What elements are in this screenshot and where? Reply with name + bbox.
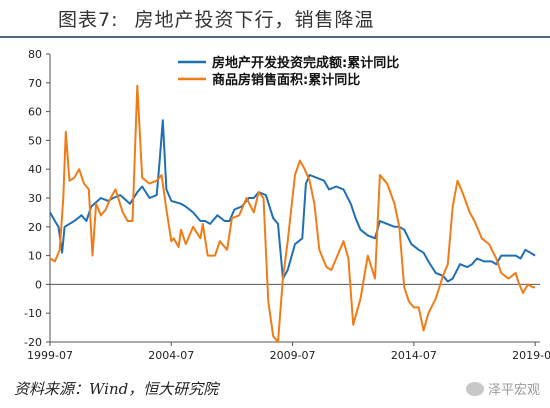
- y-tick-label: -10: [24, 307, 42, 320]
- y-tick-label: 70: [28, 77, 42, 90]
- y-tick-label: 0: [35, 278, 42, 291]
- y-tick-label: 30: [28, 192, 42, 205]
- figure-title-text: 房地产投资下行，销售降温: [134, 8, 375, 31]
- y-tick-label: 60: [28, 106, 42, 119]
- wechat-icon: [465, 381, 484, 396]
- watermark: 泽平宏观: [465, 379, 540, 398]
- chart-series: [49, 84, 536, 343]
- y-tick-label: 40: [28, 163, 42, 176]
- x-tick-label: 2009-07: [270, 349, 316, 362]
- y-tick-label: 10: [28, 250, 42, 263]
- y-tick-label: 50: [28, 134, 42, 147]
- legend-label: 房地产开发投资完成额:累计同比: [212, 55, 399, 71]
- y-tick-label: -20: [24, 336, 42, 349]
- watermark-text: 泽平宏观: [487, 383, 540, 398]
- y-tick-label: 80: [28, 48, 42, 61]
- title-divider: [0, 36, 550, 38]
- legend-label: 商品房销售面积:累计同比: [212, 72, 360, 88]
- x-tick-label: 2014-07: [391, 349, 437, 362]
- figure-title: 图表7: 房地产投资下行，销售降温: [0, 0, 550, 36]
- y-tick-label: 20: [28, 221, 42, 234]
- source-note: 资料来源：Wind，恒大研究院: [14, 380, 219, 398]
- figure-label: 图表7:: [58, 8, 119, 31]
- x-tick-label: 1999-07: [27, 349, 73, 362]
- series-line-sales-area: [49, 84, 536, 343]
- x-tick-label: 2004-07: [148, 349, 194, 362]
- chart-axes: -20 -10 0 10 20 30 40 50 60 70 80 1999-07 2004-07 200…: [24, 48, 550, 362]
- x-tick-label: 2019-07: [512, 349, 550, 362]
